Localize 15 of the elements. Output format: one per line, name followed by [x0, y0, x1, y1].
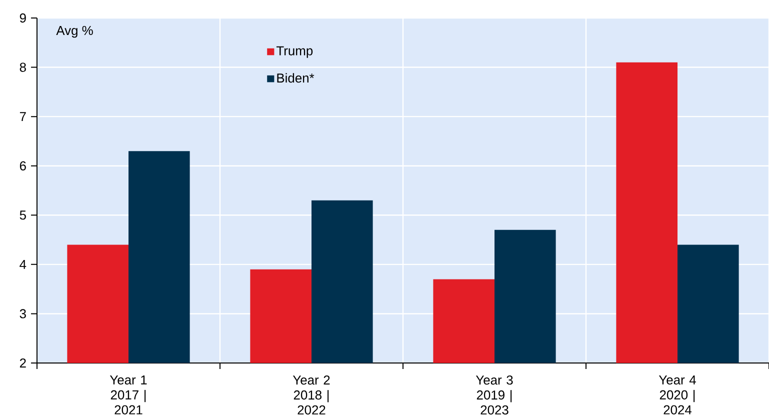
- legend-label: Trump: [276, 46, 313, 58]
- x-tick-label: Year 1 2017 | 2021: [110, 375, 147, 414]
- x-tick-label: Year 3 2019 | 2023: [476, 375, 513, 415]
- y-tick-label: 2: [20, 358, 26, 368]
- y-tick-label: 7: [20, 112, 26, 122]
- y-tick-label: 5: [20, 210, 26, 220]
- y-tick-label: 8: [20, 62, 26, 72]
- y-tick-label: 4: [20, 260, 26, 269]
- y-tick-label: 9: [20, 13, 26, 23]
- y-axis-title: Avg %: [56, 26, 93, 38]
- y-tick-label: 6: [20, 161, 26, 170]
- x-tick-label: Year 4 2020 | 2024: [658, 375, 696, 414]
- x-tick-label: Year 2 2018 | 2022: [292, 375, 330, 415]
- y-tick-label: 3: [20, 309, 26, 318]
- legend-label: Biden*: [277, 73, 314, 83]
